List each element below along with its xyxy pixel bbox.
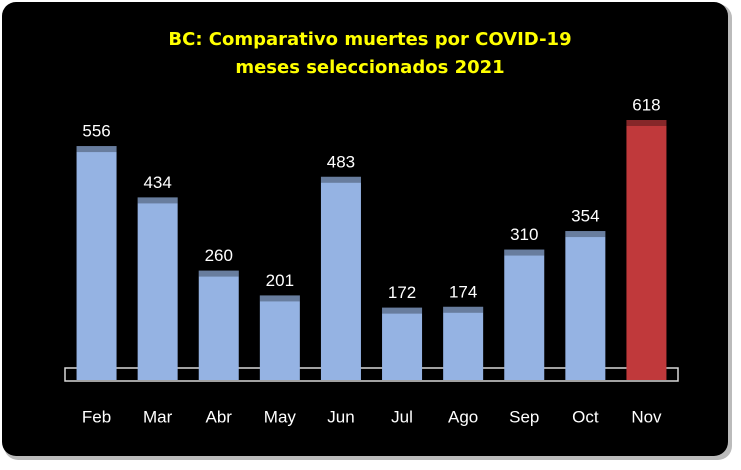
bar bbox=[198, 270, 239, 380]
x-tick-label: Jul bbox=[391, 407, 413, 426]
value-label: 618 bbox=[632, 95, 660, 114]
bar-cap bbox=[198, 270, 239, 277]
bar bbox=[259, 295, 300, 380]
bar-cap bbox=[137, 197, 178, 204]
x-tick-label: Sep bbox=[509, 407, 539, 426]
value-label: 434 bbox=[143, 173, 171, 192]
bar bbox=[382, 307, 423, 380]
bar bbox=[565, 231, 606, 380]
bar bbox=[137, 197, 178, 380]
x-tick-label: Abr bbox=[206, 407, 233, 426]
bar-cap bbox=[382, 307, 423, 314]
chart-subtitle: meses seleccionados 2021 bbox=[235, 57, 504, 78]
bar-cap bbox=[259, 295, 300, 302]
value-label: 310 bbox=[510, 225, 538, 244]
bar bbox=[320, 176, 361, 380]
value-label: 201 bbox=[266, 271, 294, 290]
value-label: 260 bbox=[205, 246, 233, 265]
bar bbox=[504, 249, 545, 380]
bar-cap bbox=[76, 146, 117, 153]
chart-title: BC: Comparativo muertes por COVID-19 bbox=[168, 29, 571, 50]
panel bbox=[2, 2, 728, 456]
x-tick-label: Mar bbox=[143, 407, 173, 426]
x-tick-label: May bbox=[264, 407, 297, 426]
bar-cap bbox=[443, 306, 484, 313]
bar-cap bbox=[504, 249, 545, 256]
value-label: 483 bbox=[327, 152, 355, 171]
bar-cap bbox=[565, 231, 606, 238]
bar bbox=[76, 146, 117, 380]
value-label: 172 bbox=[388, 283, 416, 302]
bar bbox=[626, 120, 667, 380]
x-tick-label: Nov bbox=[631, 407, 662, 426]
value-label: 354 bbox=[571, 207, 599, 226]
bar-cap bbox=[626, 120, 667, 126]
x-tick-label: Feb bbox=[82, 407, 111, 426]
value-label: 174 bbox=[449, 282, 477, 301]
x-tick-label: Jun bbox=[327, 407, 354, 426]
bar-cap bbox=[320, 176, 361, 183]
value-label: 556 bbox=[82, 122, 110, 141]
x-tick-label: Ago bbox=[448, 407, 478, 426]
x-tick-label: Oct bbox=[572, 407, 599, 426]
bar bbox=[443, 306, 484, 380]
